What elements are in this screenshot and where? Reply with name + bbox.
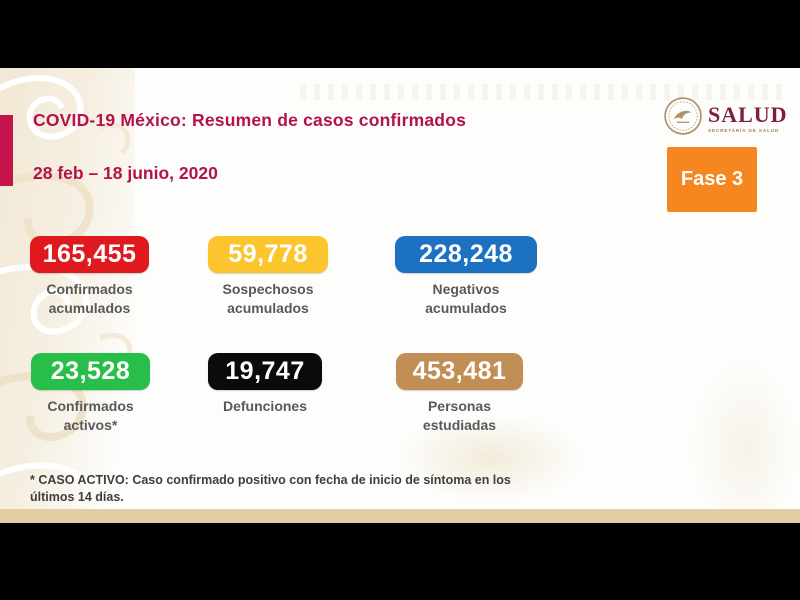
bottom-tan-stripe <box>0 509 800 523</box>
watermark-right-blob <box>690 358 800 509</box>
stat-value-pill: 59,778 <box>208 236 328 273</box>
salud-wordmark: SALUD <box>708 101 788 127</box>
salud-subtitle: SECRETARÍA DE SALUD <box>708 127 780 133</box>
stat-label: Confirmados acumulados <box>46 281 133 316</box>
stat-value-pill: 23,528 <box>31 353 150 390</box>
footnote: * CASO ACTIVO: Caso confirmado positivo … <box>30 472 511 506</box>
watermark-top-band <box>300 84 788 100</box>
stat-value-pill: 19,747 <box>208 353 322 390</box>
stat-label: Confirmados activos* <box>47 398 134 433</box>
stat-label: Defunciones <box>222 398 307 414</box>
stat-card-negativos-acumulados: 228,248 Negativos acumulados <box>395 236 537 316</box>
stat-value-pill: 228,248 <box>395 236 537 273</box>
stat-card-confirmados-activos: 23,528 Confirmados activos* <box>31 353 150 433</box>
slide-content: COVID-19 México: Resumen de casos confir… <box>0 68 800 509</box>
stat-label: Personas estudiadas <box>422 398 497 433</box>
date-range: 28 feb – 18 junio, 2020 <box>33 163 218 183</box>
stat-label: Sospechosos acumulados <box>222 281 314 316</box>
watermark-bottom-blob <box>395 413 585 503</box>
stat-card-sospechosos-acumulados: 59,778 Sospechosos acumulados <box>208 236 328 316</box>
stat-value-pill: 453,481 <box>396 353 523 390</box>
page-title: COVID-19 México: Resumen de casos confir… <box>33 110 467 130</box>
salud-logo: SALUD SECRETARÍA DE SALUD <box>663 96 788 141</box>
footnote-line1: * CASO ACTIVO: Caso confirmado positivo … <box>30 473 511 487</box>
salud-seal-icon <box>663 96 703 141</box>
stat-card-confirmados-acumulados: 165,455 Confirmados acumulados <box>30 236 149 316</box>
stat-label: Negativos acumulados <box>425 281 507 316</box>
phase-badge: Fase 3 <box>667 147 757 212</box>
stat-card-personas-estudiadas: 453,481 Personas estudiadas <box>396 353 523 433</box>
stat-value-pill: 165,455 <box>30 236 149 273</box>
footnote-line2: últimos 14 días. <box>30 490 124 504</box>
accent-stripe <box>0 115 13 186</box>
stat-card-defunciones: 19,747 Defunciones <box>208 353 322 414</box>
